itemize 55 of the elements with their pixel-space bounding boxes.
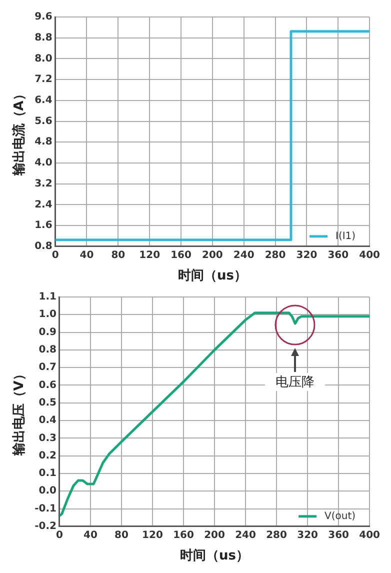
x-tick-label: 400 — [359, 530, 380, 541]
x-axis-title: 时间（us） — [178, 268, 247, 284]
x-tick-label: 200 — [202, 250, 223, 261]
x-tick-label: 80 — [114, 530, 128, 541]
y-tick-label: 0.0 — [38, 486, 57, 497]
x-tick-label: 400 — [359, 250, 380, 261]
x-tick-label: 120 — [139, 250, 160, 261]
y-tick-label: -0.2 — [34, 520, 56, 532]
y-tick-label: 1.1 — [38, 292, 57, 303]
x-tick-label: 360 — [328, 530, 350, 541]
y-tick-label: 7.2 — [34, 74, 52, 86]
x-tick-label: 0 — [56, 530, 63, 541]
y-tick-label: 8.0 — [34, 53, 52, 64]
y-tick-label: 0.4 — [38, 415, 57, 426]
y-tick-label: 0.3 — [38, 432, 57, 444]
x-tick-label: 120 — [142, 530, 163, 541]
y-axis-title: 输出电压（V） — [12, 368, 28, 457]
y-tick-label: 1.6 — [34, 220, 52, 232]
y-axis-title: 输出电流（A） — [11, 88, 28, 177]
y-tick-label: 5.6 — [34, 116, 52, 127]
y-tick-label: 9.6 — [34, 12, 52, 23]
y-tick-label: 0.8 — [38, 344, 57, 356]
y-tick-label: 0.2 — [38, 450, 57, 462]
y-tick-label: 0.5 — [38, 397, 57, 408]
x-tick-label: 320 — [296, 250, 318, 261]
y-tick-label: 3.2 — [34, 178, 52, 190]
x-tick-label: 320 — [297, 530, 318, 541]
y-tick-label: 0.9 — [38, 326, 57, 338]
y-tick-label: 4.0 — [34, 158, 52, 169]
y-tick-label: 1.0 — [38, 309, 57, 320]
x-axis-title: 时间（us） — [180, 548, 250, 564]
x-tick-label: 240 — [235, 530, 256, 541]
x-tick-label: 200 — [204, 530, 225, 541]
x-tick-label: 0 — [52, 250, 59, 261]
x-tick-label: 360 — [328, 250, 349, 261]
y-tick-label: 8.8 — [34, 32, 52, 44]
x-tick-label: 40 — [80, 250, 94, 261]
y-tick-label: 0.8 — [34, 240, 52, 252]
x-tick-label: 40 — [84, 530, 98, 541]
x-tick-label: 280 — [264, 250, 286, 261]
y-tick-label: 0.6 — [38, 380, 57, 391]
y-tick-label: 6.4 — [34, 95, 52, 106]
y-tick-label: -0.1 — [34, 503, 56, 514]
x-tick-label: 160 — [173, 530, 194, 541]
y-tick-label: 0.1 — [38, 468, 57, 480]
annotation: 电压降 — [265, 373, 326, 392]
y-tick-label: 2.4 — [34, 199, 52, 210]
x-tick-label: 240 — [233, 250, 254, 261]
y-tick-label: 0.7 — [38, 362, 57, 374]
y-tick-label: 4.8 — [34, 136, 52, 148]
x-tick-label: 80 — [111, 250, 126, 261]
x-tick-label: 280 — [266, 530, 288, 541]
legend-label: V(out) — [324, 510, 356, 522]
x-tick-label: 160 — [170, 250, 192, 261]
legend-label: I(I1) — [336, 230, 356, 242]
